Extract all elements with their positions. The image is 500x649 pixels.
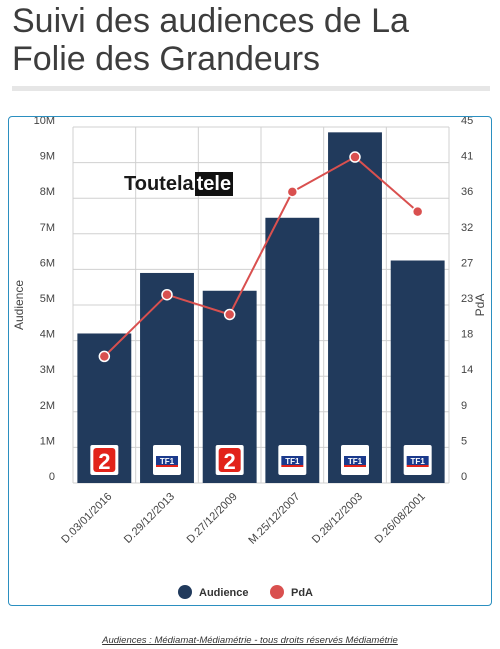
x-tick-label: M.25/12/2007 xyxy=(246,491,302,547)
tf1-logo-stripe xyxy=(156,465,178,467)
tf1-logo-text: TF1 xyxy=(285,457,300,466)
tf1-logo xyxy=(344,456,366,465)
legend-audience-marker xyxy=(178,585,192,599)
y2-tick-label: 41 xyxy=(461,151,473,163)
chart-svg: 0 1M 2M 3M 4M 5M 6M 7M 8M 9M 10M 0 5 9 14 18 23 27 32 36 41 4… xyxy=(12,117,487,599)
france2-logo-text: 2 xyxy=(98,449,110,474)
audience-bar xyxy=(265,217,320,483)
y-tick-label: 4M xyxy=(40,329,55,341)
tf1-logo-text: TF1 xyxy=(348,457,363,466)
footer-credit: Audiences : Médiamat-Médiamétrie - tous … xyxy=(102,635,398,646)
legend-audience-label: Audience xyxy=(199,587,249,599)
legend-pda-marker xyxy=(270,585,284,599)
x-tick-label: D.03/01/2016 xyxy=(59,491,114,546)
y2-tick-label: 5 xyxy=(461,435,467,447)
y2-tick-label: 14 xyxy=(461,364,473,376)
y-tick-label: 8M xyxy=(40,186,55,198)
pda-point xyxy=(161,288,173,301)
pda-point xyxy=(98,350,111,363)
tf1-logo xyxy=(156,456,178,465)
title-divider xyxy=(12,86,490,91)
y-tick-label: 7M xyxy=(40,222,55,234)
france2-logo xyxy=(218,448,241,472)
y2-tick-label: 45 xyxy=(461,117,473,127)
france2-logo-text: 2 xyxy=(224,449,236,474)
logo-part-2: tele xyxy=(194,172,234,196)
x-tick-label: D.29/12/2013 xyxy=(122,491,177,546)
y-tick-label: 9M xyxy=(40,151,55,163)
y-tick-label: 1M xyxy=(40,435,55,447)
tf1-logo-stripe xyxy=(281,465,304,467)
logo-part-1: Toutela xyxy=(124,172,194,195)
x-tick-label: D.28/12/2003 xyxy=(310,491,365,546)
tf1-logo-text: TF1 xyxy=(411,457,426,466)
y2-tick-label: 32 xyxy=(461,222,473,234)
tf1-logo xyxy=(406,456,429,465)
y-tick-label: 3M xyxy=(40,364,55,376)
tf1-logo-stripe xyxy=(406,465,429,467)
y-tick-label: 0 xyxy=(49,471,55,483)
y-tick-label: 2M xyxy=(40,400,55,412)
y2-tick-label: 18 xyxy=(461,329,473,341)
y2-tick-label: 23 xyxy=(461,293,473,305)
pda-point xyxy=(223,308,236,321)
pda-point xyxy=(286,186,299,198)
y-axis-title: Audience xyxy=(12,280,26,330)
y2-axis-title: PdA xyxy=(473,294,487,317)
audience-bar xyxy=(328,132,382,483)
chart-container: 0 1M 2M 3M 4M 5M 6M 7M 8M 9M 10M 0 5 9 14 18 23 27 32 36 41 4… xyxy=(8,116,492,606)
tf1-logo xyxy=(281,456,304,465)
y-tick-label: 6M xyxy=(40,257,55,269)
pda-line xyxy=(103,155,419,358)
y2-tick-label: 9 xyxy=(461,400,467,412)
x-tick-label: D.27/12/2009 xyxy=(185,491,240,546)
pda-point xyxy=(411,205,424,218)
y-tick-label: 5M xyxy=(40,293,55,305)
france2-logo xyxy=(93,448,116,472)
toutelatele-logo: Toutela tele xyxy=(124,172,234,196)
legend-pda-label: PdA xyxy=(291,587,313,599)
pda-point xyxy=(349,151,361,163)
page-title: Suivi des audiences de La Folie des Gran… xyxy=(12,2,409,78)
tf1-logo-stripe xyxy=(344,465,366,467)
y-tick-label: 10M xyxy=(34,117,55,127)
y2-tick-label: 0 xyxy=(461,471,467,483)
x-tick-label: D.26/08/2001 xyxy=(373,491,428,546)
tf1-logo-text: TF1 xyxy=(160,457,175,466)
y2-tick-label: 36 xyxy=(461,186,473,198)
y2-tick-label: 27 xyxy=(461,257,473,269)
